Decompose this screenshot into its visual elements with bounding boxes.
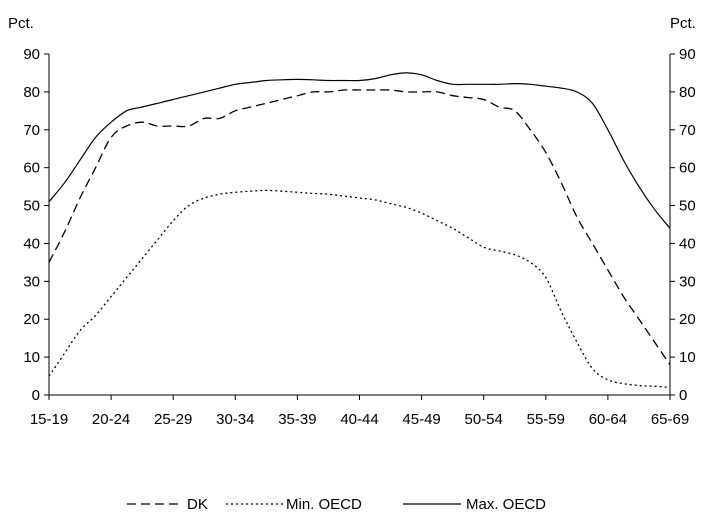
y-tick-label-left: 40 (23, 235, 40, 252)
axes: 0 0 10 10 20 20 30 30 40 40 50 50 60 60 70 70 80 80 90 90 15… (23, 46, 695, 428)
legend-label: DK (187, 496, 208, 513)
y-tick-label-left: 20 (23, 311, 40, 328)
x-tick-label: 40-44 (340, 411, 378, 428)
series-line-max-oecd (48, 72, 671, 229)
legend-label: Max. OECD (466, 496, 546, 513)
x-tick-label: 45-49 (402, 411, 440, 428)
legend: DK Min. OECD Max. OECD (127, 496, 546, 513)
y-tick-label-left: 80 (23, 84, 40, 101)
y-tick-label-left: 30 (23, 273, 40, 290)
y-tick-label-left: 0 (32, 387, 40, 404)
y-tick-label-left: 70 (23, 122, 40, 139)
x-tick-label: 30-34 (216, 411, 254, 428)
y-tick-label-right: 0 (679, 387, 687, 404)
y-tick-label-left: 90 (23, 46, 40, 63)
x-tick-label: 60-64 (589, 411, 627, 428)
y-tick-label-right: 20 (679, 311, 696, 328)
y-axis-unit-left: Pct. (8, 15, 34, 32)
y-axis-unit-right: Pct. (670, 15, 696, 32)
x-tick-label: 35-39 (278, 411, 316, 428)
y-tick-label-right: 30 (679, 273, 696, 290)
y-tick-label-right: 40 (679, 235, 696, 252)
series-line-dk (48, 89, 671, 366)
series-layer (48, 72, 671, 389)
x-tick-label: 50-54 (465, 411, 503, 428)
y-tick-label-left: 50 (23, 198, 40, 215)
y-tick-label-left: 60 (23, 160, 40, 177)
x-tick-label: 55-59 (527, 411, 565, 428)
y-tick-label-right: 10 (679, 349, 696, 366)
y-tick-label-right: 50 (679, 198, 696, 215)
y-tick-label-right: 90 (679, 46, 696, 63)
x-tick-label: 65-69 (651, 411, 689, 428)
legend-label: Min. OECD (286, 496, 362, 513)
y-tick-label-right: 60 (679, 160, 696, 177)
x-tick-label: 15-19 (30, 411, 68, 428)
x-tick-label: 25-29 (154, 411, 192, 428)
y-tick-label-left: 10 (23, 349, 40, 366)
y-tick-label-right: 70 (679, 122, 696, 139)
y-tick-label-right: 80 (679, 84, 696, 101)
series-line-min-oecd (48, 189, 671, 389)
x-tick-label: 20-24 (92, 411, 130, 428)
